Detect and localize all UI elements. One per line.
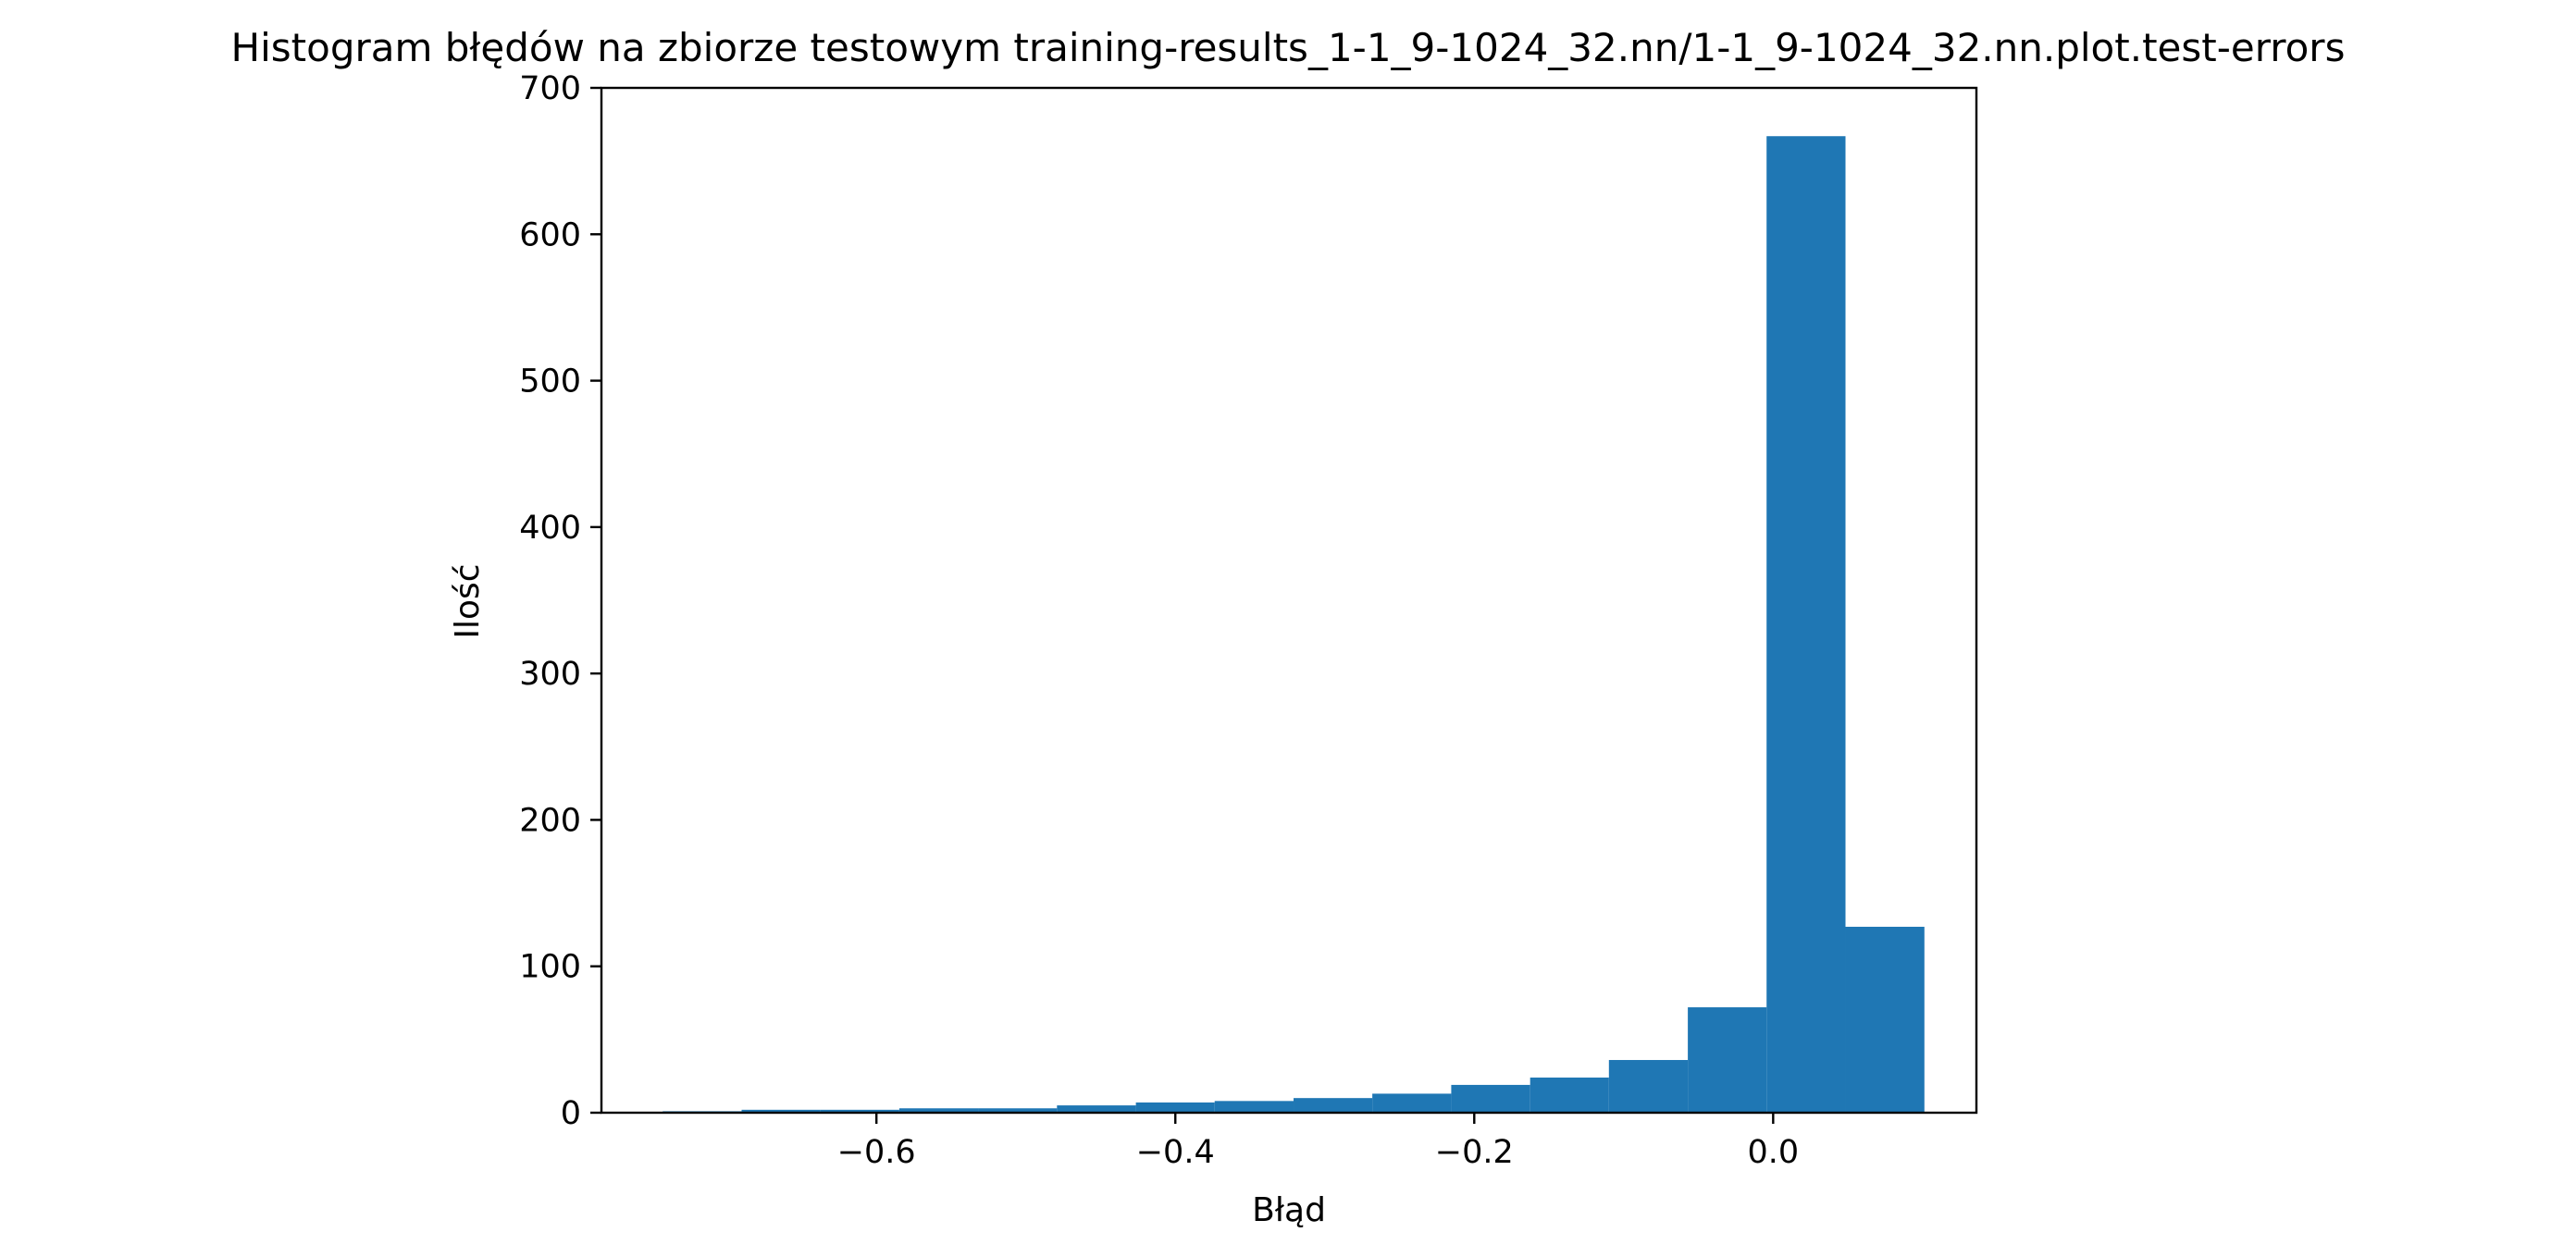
y-tick-label: 100: [519, 949, 581, 986]
histogram-bar: [820, 1109, 899, 1113]
x-axis-ticks: −0.6 −0.4 −0.2 0.0: [837, 1113, 1799, 1171]
histogram-bar: [1530, 1078, 1609, 1113]
histogram-bar: [898, 1108, 979, 1113]
y-tick-label: 500: [519, 364, 581, 401]
x-tick-label: 0.0: [1747, 1134, 1799, 1171]
y-axis-label: Ilość: [449, 563, 487, 638]
histogram-bar: [1688, 1007, 1767, 1113]
x-axis-label: Błąd: [1252, 1191, 1326, 1229]
histogram-bar: [1294, 1098, 1373, 1113]
bars-group: [663, 136, 1925, 1114]
plot-frame: [600, 86, 1978, 1115]
x-tick-label: −0.6: [837, 1134, 916, 1171]
y-tick-label: 600: [519, 216, 581, 253]
histogram-bar: [1372, 1093, 1452, 1113]
histogram-bar: [741, 1109, 821, 1113]
y-tick-label: 0: [561, 1095, 581, 1132]
x-tick-label: −0.2: [1435, 1134, 1514, 1171]
y-axis-ticks: 0 100 200 300 400 500 600 700: [519, 70, 601, 1132]
y-tick-label: 300: [519, 656, 581, 693]
y-tick-label: 700: [519, 70, 581, 107]
histogram-bar: [1135, 1102, 1215, 1113]
histogram-bar: [1057, 1105, 1136, 1113]
y-tick-label: 400: [519, 510, 581, 547]
chart-title: Histogram błędów na zbiorze testowym tra…: [231, 25, 2346, 70]
histogram-bar: [978, 1108, 1058, 1113]
histogram-bar: [1451, 1084, 1530, 1113]
histogram-bar: [1766, 136, 1846, 1114]
y-tick-label: 200: [519, 802, 581, 839]
histogram-bar: [1845, 926, 1925, 1113]
histogram-bar: [1214, 1101, 1294, 1113]
histogram-bar: [1608, 1060, 1689, 1113]
x-tick-label: −0.4: [1136, 1134, 1215, 1171]
